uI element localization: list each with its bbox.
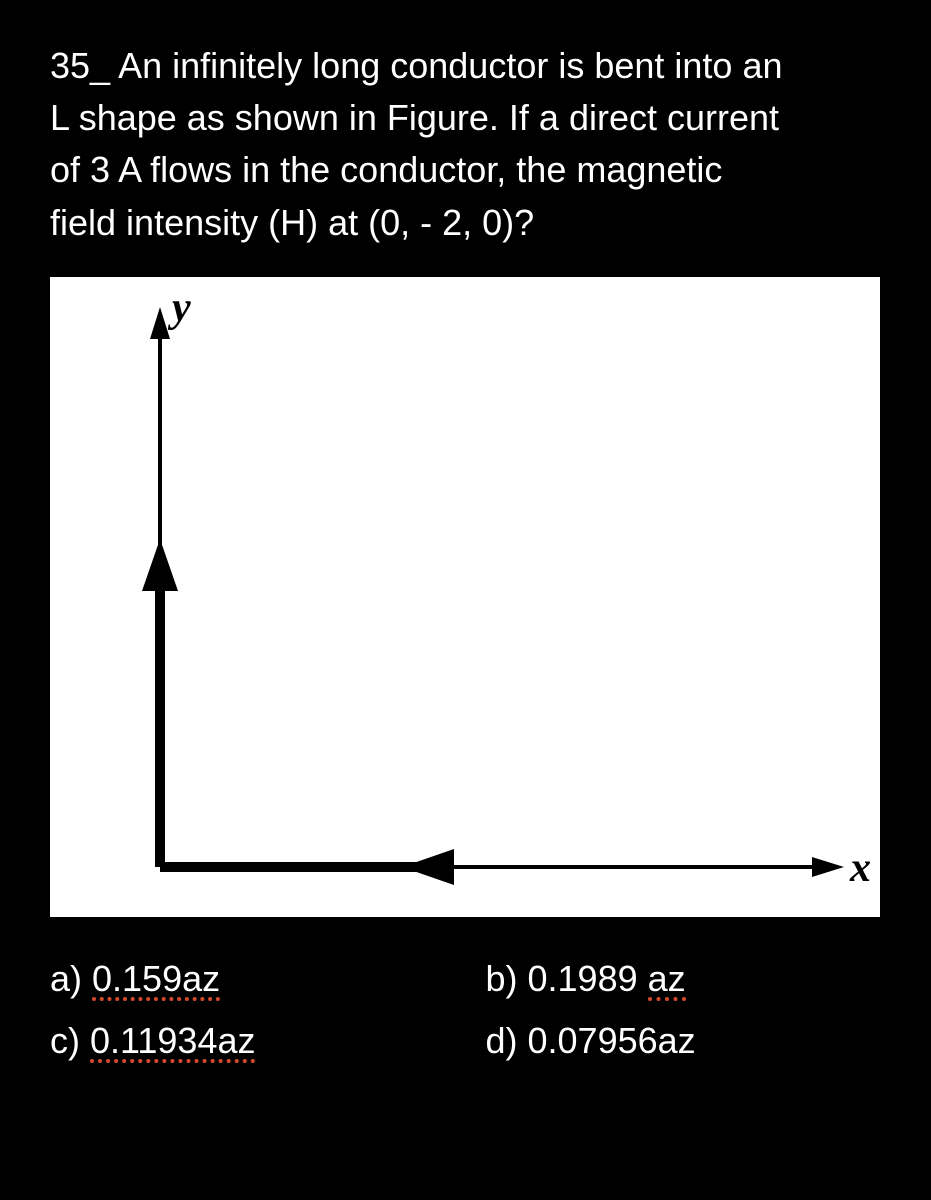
question-line-1: 35_ An infinitely long conductor is bent… — [50, 45, 783, 86]
question-line-3: of 3 A flows in the conductor, the magne… — [50, 149, 722, 190]
option-b-value-plain: 0.1989 — [528, 958, 648, 999]
option-d[interactable]: d) 0.07956az — [486, 1017, 882, 1066]
x-current-arrow-icon — [402, 849, 454, 885]
option-b-value-under: az — [648, 961, 686, 1001]
y-axis-label: y — [167, 285, 191, 331]
option-a-prefix: a) — [50, 958, 92, 999]
option-d-prefix: d) — [486, 1020, 528, 1061]
option-d-value: 0.07956az — [528, 1020, 696, 1061]
question-line-2: L shape as shown in Figure. If a direct … — [50, 97, 779, 138]
figure-panel: y x — [50, 277, 880, 917]
option-c-value: 0.11934az — [90, 1023, 255, 1063]
option-b[interactable]: b) 0.1989 az — [486, 955, 882, 1004]
x-axis-label: x — [849, 845, 871, 891]
options-grid: a) 0.159az b) 0.1989 az c) 0.11934az d) … — [50, 955, 881, 1066]
question-block: 35_ An infinitely long conductor is bent… — [50, 40, 881, 249]
question-line-4: field intensity (H) at (0, - 2, 0)? — [50, 202, 534, 243]
option-a[interactable]: a) 0.159az — [50, 955, 446, 1004]
option-c-prefix: c) — [50, 1020, 90, 1061]
y-axis-arrowhead — [150, 307, 170, 339]
y-current-arrow-icon — [142, 539, 178, 591]
option-c[interactable]: c) 0.11934az — [50, 1017, 446, 1066]
x-axis-arrowhead — [812, 857, 844, 877]
option-a-value: 0.159az — [92, 961, 220, 1001]
l-conductor-diagram: y x — [50, 277, 880, 917]
option-b-prefix: b) — [486, 958, 528, 999]
